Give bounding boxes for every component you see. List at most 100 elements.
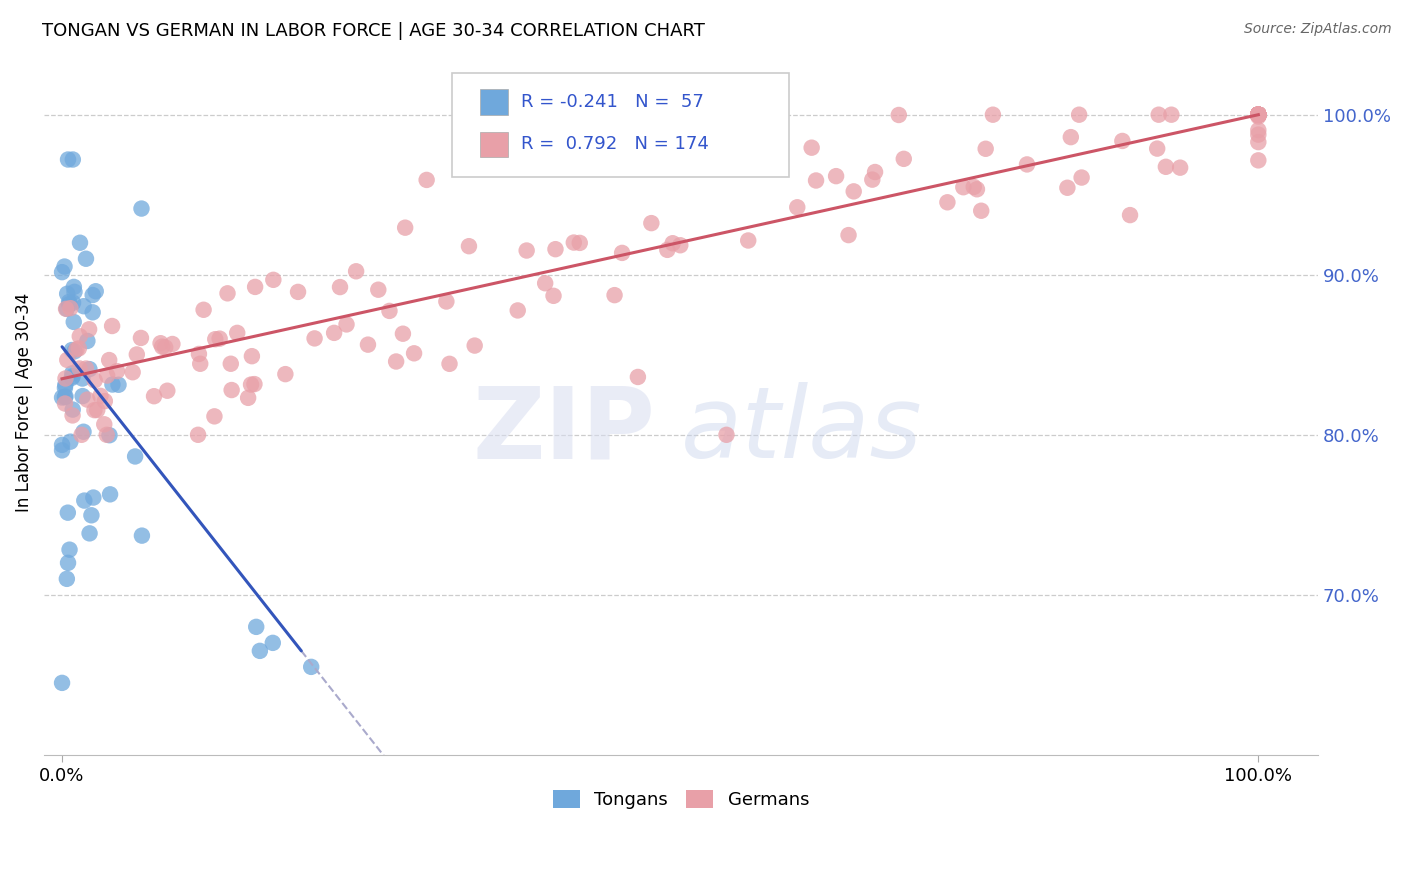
- Point: [1247, 108, 1270, 122]
- Point: [262, 636, 284, 650]
- Point: [963, 180, 986, 194]
- Point: [1247, 108, 1270, 122]
- Point: [1247, 108, 1270, 122]
- Point: [534, 277, 557, 291]
- Point: [131, 202, 153, 216]
- Point: [1111, 134, 1133, 148]
- FancyBboxPatch shape: [451, 73, 789, 178]
- Point: [287, 285, 309, 299]
- Point: [1247, 108, 1270, 122]
- Point: [240, 377, 263, 392]
- Point: [98, 353, 121, 368]
- Point: [1247, 108, 1270, 122]
- Point: [1247, 108, 1270, 122]
- Point: [125, 347, 148, 361]
- Point: [56, 572, 79, 586]
- Point: [51, 438, 73, 452]
- Point: [544, 242, 567, 256]
- Point: [62, 315, 84, 329]
- Point: [458, 239, 481, 253]
- Point: [1247, 108, 1270, 122]
- Point: [800, 141, 823, 155]
- Point: [187, 427, 209, 442]
- Point: [62, 402, 84, 417]
- Point: [82, 491, 104, 505]
- Point: [187, 347, 209, 361]
- Point: [367, 283, 389, 297]
- Point: [79, 526, 101, 541]
- Point: [98, 428, 121, 442]
- Point: [1247, 108, 1270, 122]
- Point: [188, 357, 211, 371]
- Point: [1247, 108, 1270, 122]
- Point: [860, 172, 883, 186]
- Point: [63, 280, 86, 294]
- Point: [82, 305, 104, 319]
- Point: [1247, 108, 1270, 122]
- Point: [657, 243, 679, 257]
- Point: [1147, 108, 1170, 122]
- Point: [93, 417, 115, 432]
- Point: [72, 299, 94, 313]
- Point: [1247, 108, 1270, 122]
- Point: [1247, 108, 1270, 122]
- Point: [243, 280, 266, 294]
- Point: [89, 389, 111, 403]
- Point: [204, 409, 226, 424]
- Point: [143, 389, 166, 403]
- Point: [1070, 170, 1092, 185]
- Point: [58, 542, 80, 557]
- Point: [936, 195, 959, 210]
- Point: [221, 383, 243, 397]
- Point: [77, 322, 100, 336]
- Point: [1247, 108, 1270, 122]
- Point: [53, 396, 76, 410]
- Point: [153, 340, 176, 354]
- Point: [1247, 108, 1270, 122]
- Point: [69, 235, 91, 250]
- Point: [58, 297, 80, 311]
- Point: [53, 381, 76, 395]
- Point: [1247, 108, 1270, 122]
- Point: [344, 264, 367, 278]
- Point: [80, 508, 103, 523]
- Point: [58, 295, 80, 310]
- Point: [79, 362, 101, 376]
- Point: [245, 620, 267, 634]
- Point: [156, 384, 179, 398]
- Point: [75, 252, 97, 266]
- Point: [669, 238, 692, 252]
- Point: [53, 260, 76, 274]
- Point: [1247, 108, 1270, 122]
- Point: [62, 369, 84, 384]
- Point: [217, 286, 239, 301]
- Point: [1247, 110, 1270, 124]
- Point: [149, 336, 172, 351]
- Point: [1247, 108, 1270, 122]
- Point: [63, 285, 86, 299]
- Point: [716, 427, 738, 442]
- Point: [335, 318, 357, 332]
- Text: R =  0.792   N = 174: R = 0.792 N = 174: [520, 136, 709, 153]
- Point: [323, 326, 346, 340]
- Point: [1247, 108, 1270, 122]
- Point: [1247, 108, 1270, 122]
- Point: [737, 234, 759, 248]
- Point: [1247, 108, 1270, 122]
- Point: [249, 644, 271, 658]
- Point: [219, 357, 242, 371]
- Point: [1247, 108, 1270, 122]
- Point: [329, 280, 352, 294]
- Point: [893, 152, 915, 166]
- Point: [863, 165, 886, 179]
- Point: [1247, 108, 1270, 122]
- Point: [1247, 108, 1270, 122]
- Point: [262, 273, 284, 287]
- Point: [1247, 108, 1270, 122]
- Point: [1247, 108, 1270, 122]
- Point: [83, 373, 105, 387]
- Point: [464, 338, 486, 352]
- Point: [69, 361, 91, 376]
- Point: [51, 676, 73, 690]
- Point: [1247, 108, 1270, 122]
